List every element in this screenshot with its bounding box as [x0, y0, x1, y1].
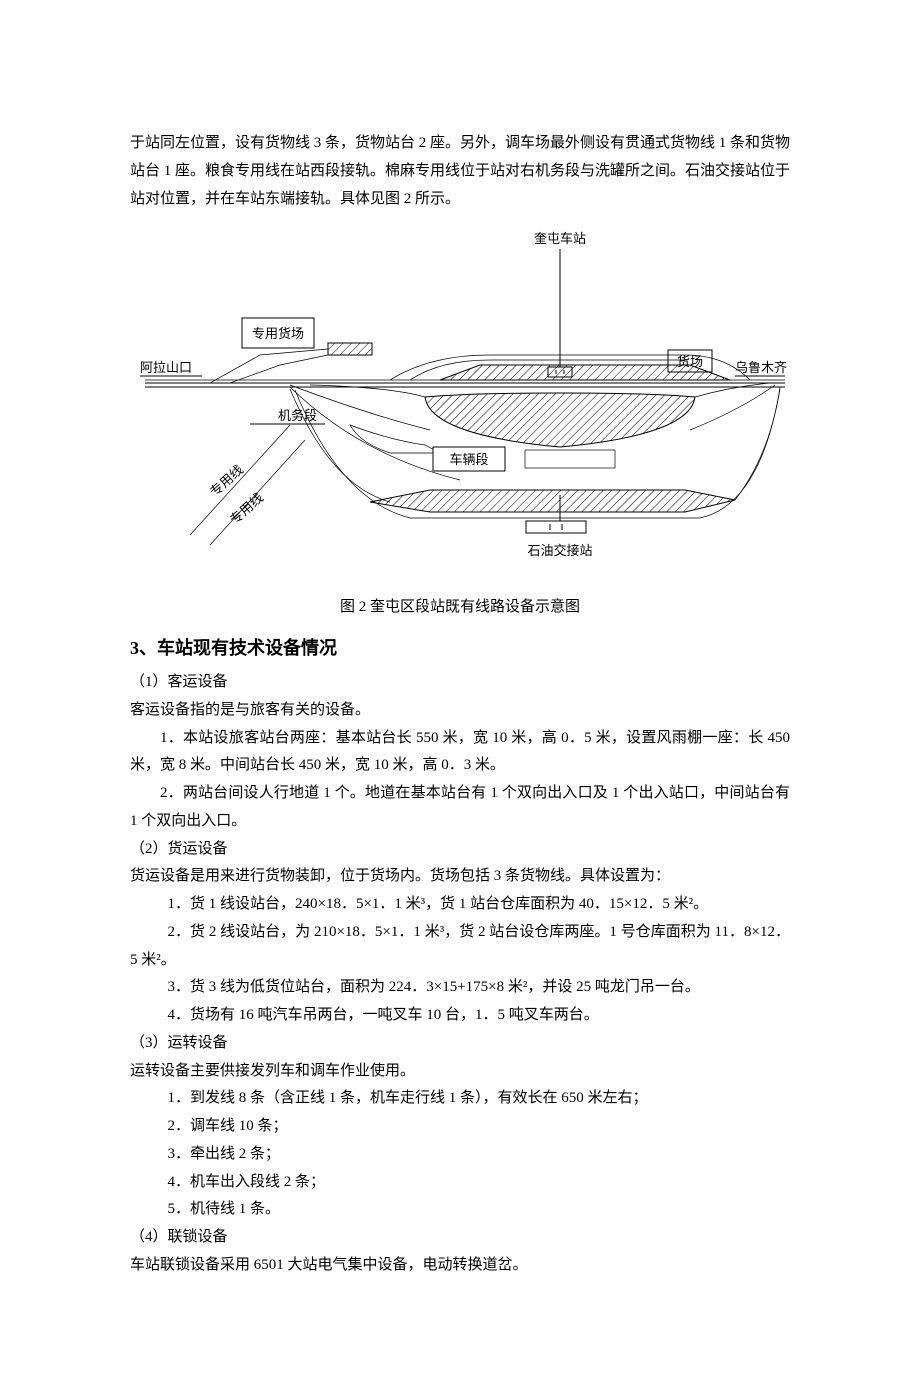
intro-paragraph: 于站同左位置，设有货物线 3 条，货物站台 2 座。另外，调车场最外侧设有贯通式…: [130, 130, 790, 213]
interlock-heading: （4）联锁设备: [130, 1224, 790, 1252]
passenger-item-1: 1．本站设旅客站台两座：基本站台长 550 米，宽 10 米，高 0．5 米，设…: [130, 725, 790, 781]
operation-item-4: 4．机车出入段线 2 条；: [130, 1169, 790, 1197]
freight-heading: （2）货运设备: [130, 836, 790, 864]
right-terminal-label: 乌鲁木齐: [735, 360, 787, 375]
operation-item-1: 1．到发线 8 条（含正线 1 条，机车走行线 1 条），有效长在 650 米左…: [130, 1085, 790, 1113]
station-diagram: 奎屯车站 阿拉山口 乌鲁木齐 专用货场 货场: [130, 225, 790, 575]
interlock-body: 车站联锁设备采用 6501 大站电气集中设备，电动转换道岔。: [130, 1252, 790, 1280]
passenger-intro: 客运设备指的是与旅客有关的设备。: [130, 697, 790, 725]
freight-item-4: 4．货场有 16 吨汽车吊两台，一吨叉车 10 台，1．5 吨叉车两台。: [130, 1002, 790, 1030]
locomotive-depot-label: 机务段: [278, 408, 317, 423]
diagram-container: 奎屯车站 阿拉山口 乌鲁木齐 专用货场 货场: [130, 225, 790, 586]
operation-item-5: 5．机待线 1 条。: [130, 1196, 790, 1224]
passenger-item-2: 2．两站台间设人行地道 1 个。地道在基本站台有 1 个双向出入口及 1 个出入…: [130, 780, 790, 836]
left-terminal-label: 阿拉山口: [140, 360, 192, 375]
freight-item-3: 3．货 3 线为低货位站台，面积为 224．3×15+175×8 米²，并设 2…: [130, 974, 790, 1002]
freight-item-1: 1．货 1 线设站台，240×18．5×1．1 米³，货 1 站台仓库面积为 4…: [130, 891, 790, 919]
operation-heading: （3）运转设备: [130, 1030, 790, 1058]
special-line-1-label: 专用线: [207, 462, 246, 499]
figure-caption: 图 2 奎屯区段站既有线路设备示意图: [130, 594, 790, 622]
station-top-label: 奎屯车站: [534, 231, 586, 246]
oil-transfer-label: 石油交接站: [527, 543, 592, 558]
operation-intro: 运转设备主要供接发列车和调车作业使用。: [130, 1058, 790, 1086]
operation-item-2: 2．调车线 10 条；: [130, 1113, 790, 1141]
special-yard-label: 专用货场: [252, 326, 304, 341]
operation-item-3: 3．牵出线 2 条；: [130, 1141, 790, 1169]
freight-intro: 货运设备是用来进行货物装卸，位于货场内。货场包括 3 条货物线。具体设置为：: [130, 863, 790, 891]
section-3-heading: 3、车站现有技术设备情况: [130, 632, 790, 665]
freight-item-2: 2．货 2 线设站台，为 210×18．5×1．1 米³，货 2 站台设仓库两座…: [130, 919, 790, 975]
vehicle-depot-label: 车辆段: [449, 452, 488, 467]
passenger-heading: （1）客运设备: [130, 669, 790, 697]
special-line-2-label: 专用线: [227, 490, 266, 527]
